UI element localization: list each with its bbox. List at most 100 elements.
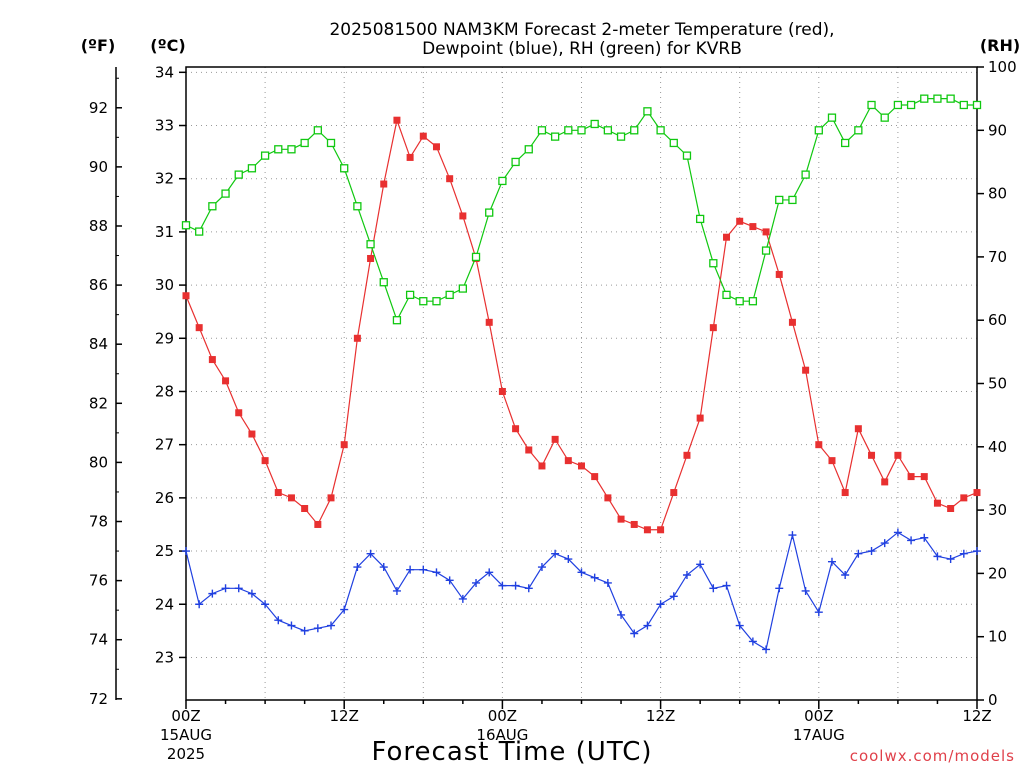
x-tick-label: 12Z: [330, 707, 359, 725]
dewpoint-point: [406, 565, 415, 574]
dewpoint-point: [472, 578, 481, 587]
rh-point: [788, 195, 797, 205]
dewpoint-point: [762, 645, 771, 654]
dewpoint-point: [656, 600, 665, 609]
fahrenheit-tick-label: 74: [89, 631, 108, 649]
temperature-point: [591, 473, 599, 481]
x-tick-label: 12Z: [962, 707, 991, 725]
rh-point: [445, 290, 454, 300]
rh-point: [287, 145, 296, 154]
dewpoint-point: [208, 589, 217, 598]
dewpoint-point: [182, 547, 190, 556]
temperature-point: [340, 441, 348, 449]
temperature-point: [933, 499, 941, 507]
fahrenheit-tick-label: 84: [89, 335, 108, 353]
dewpoint-point: [603, 578, 612, 587]
temperature-point: [498, 387, 506, 395]
temperature-point: [301, 505, 309, 513]
temperature-point: [406, 153, 414, 161]
temperature-point: [723, 233, 731, 241]
dewpoint-point: [195, 600, 204, 609]
rh-tick-label: 40: [988, 438, 1007, 456]
dewpoint-point: [748, 637, 757, 646]
rh-point: [946, 94, 955, 103]
fahrenheit-tick-label: 82: [89, 394, 108, 412]
fahrenheit-tick-label: 88: [89, 217, 108, 235]
temperature-point: [604, 494, 612, 502]
celsius-tick-label: 23: [155, 648, 174, 666]
series-layer: [181, 94, 982, 654]
celsius-tick-label: 34: [155, 63, 174, 81]
rh-point: [972, 100, 982, 110]
dewpoint-point: [801, 586, 810, 595]
temperature-point: [525, 446, 533, 454]
rh-point: [814, 126, 823, 135]
dewpoint-point: [933, 552, 942, 561]
dewpoint-point: [432, 568, 441, 577]
celsius-tick-label: 28: [155, 382, 174, 400]
x-axis-label: Forecast Time (UTC): [371, 737, 652, 767]
rh-point: [353, 202, 362, 211]
rh-point: [511, 157, 520, 167]
temperature-point: [828, 457, 836, 465]
rh-tick-label: 80: [988, 185, 1007, 203]
temperature-point: [538, 462, 546, 470]
x-tick-label: 00Z: [171, 707, 200, 725]
dewpoint-point: [920, 533, 929, 542]
temperature-point: [564, 457, 572, 465]
rh-point: [432, 297, 441, 306]
rh-point: [643, 107, 652, 116]
temperature-point: [775, 270, 783, 278]
fahrenheit-tick-label: 72: [89, 690, 108, 708]
rh-point: [656, 126, 665, 135]
credit-text: coolwx.com/models: [850, 747, 1015, 765]
temperature-point: [578, 462, 585, 470]
temperature-point: [762, 228, 770, 236]
dewpoint-point: [617, 610, 626, 619]
rh-point: [221, 189, 230, 198]
rh-point: [195, 227, 204, 236]
dewpoint-point: [827, 557, 836, 566]
fahrenheit-unit-label: (ºF): [81, 36, 116, 55]
dewpoint-point: [458, 594, 467, 603]
dewpoint-point: [709, 584, 718, 593]
temperature-point: [432, 143, 440, 151]
temperature-point: [696, 414, 704, 422]
dewpoint-point: [234, 584, 243, 593]
x-tick-date-label: 15AUG: [160, 726, 212, 744]
fahrenheit-tick-label: 80: [89, 453, 108, 471]
dewpoint-point: [392, 586, 401, 595]
rh-point: [933, 94, 942, 103]
rh-point: [485, 208, 494, 217]
temperature-point: [973, 489, 981, 497]
rh-point: [340, 164, 349, 173]
rh-point: [709, 259, 718, 268]
celsius-tick-label: 33: [155, 117, 174, 135]
temperature-point: [868, 451, 876, 459]
temperature-point: [709, 324, 717, 332]
temperature-point: [446, 175, 454, 183]
dewpoint-point: [630, 629, 639, 638]
rh-tick-label: 60: [988, 311, 1007, 329]
temperature-point: [222, 377, 230, 385]
temperature-point: [617, 515, 625, 523]
dewpoint-point: [564, 555, 573, 564]
dewpoint-point: [814, 608, 823, 617]
rh-point: [880, 113, 889, 122]
dewpoint-point: [300, 626, 309, 635]
celsius-unit-label: (ºC): [150, 36, 185, 55]
rh-point: [366, 240, 375, 249]
dewpoint-point: [907, 536, 916, 545]
temperature-point: [512, 425, 520, 433]
temperature-point: [274, 489, 282, 497]
temperature-point: [419, 132, 427, 140]
rh-tick-label: 10: [988, 628, 1007, 646]
rh-point: [722, 290, 731, 300]
temperature-point: [881, 478, 889, 486]
rh-point: [735, 297, 744, 306]
dewpoint-point: [274, 616, 283, 625]
rh-point: [498, 176, 507, 186]
x-tick-date-label: 16AUG: [476, 726, 528, 744]
dewpoint-point: [590, 573, 599, 582]
